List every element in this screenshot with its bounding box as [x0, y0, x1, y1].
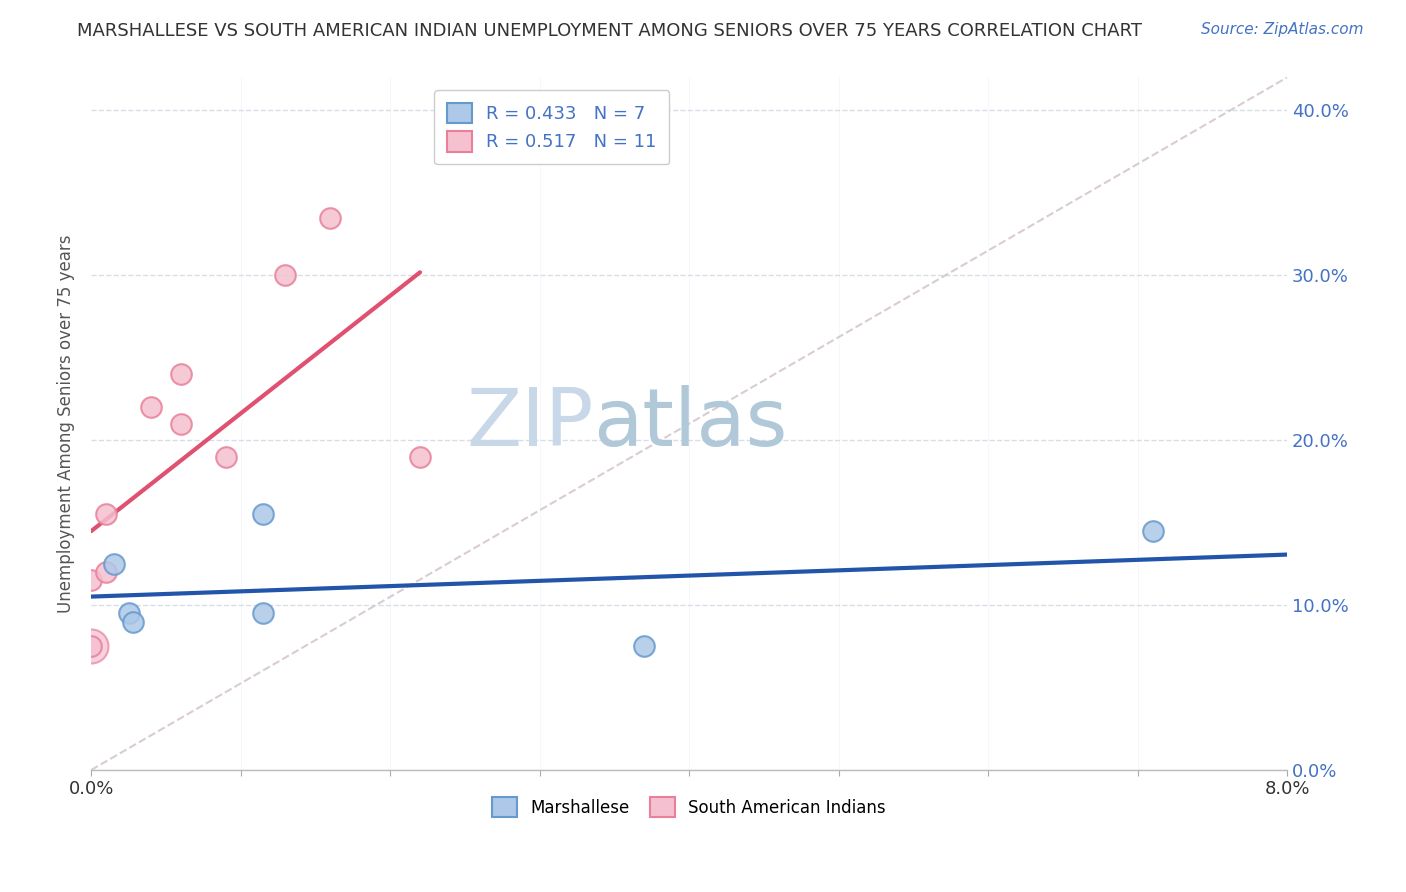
Point [94, 508, 117, 522]
Point [139, 401, 162, 415]
Point [215, 450, 238, 464]
Point [274, 268, 297, 283]
Point [117, 607, 139, 621]
Point [1142, 524, 1164, 538]
Point [170, 417, 193, 431]
Point [80, 640, 103, 654]
Text: Source: ZipAtlas.com: Source: ZipAtlas.com [1201, 22, 1364, 37]
Point [80, 574, 103, 588]
Point [252, 508, 274, 522]
Point [80, 640, 103, 654]
Text: ZIP: ZIP [465, 384, 593, 463]
Point [409, 450, 432, 464]
Point [170, 368, 193, 382]
Point [103, 557, 125, 571]
Text: atlas: atlas [593, 384, 787, 463]
Point [633, 640, 655, 654]
Legend: Marshallese, South American Indians: Marshallese, South American Indians [485, 790, 893, 824]
Y-axis label: Unemployment Among Seniors over 75 years: Unemployment Among Seniors over 75 years [58, 235, 75, 613]
Text: MARSHALLESE VS SOUTH AMERICAN INDIAN UNEMPLOYMENT AMONG SENIORS OVER 75 YEARS CO: MARSHALLESE VS SOUTH AMERICAN INDIAN UNE… [77, 22, 1142, 40]
Point [122, 615, 145, 629]
Point [252, 607, 274, 621]
Point [94, 565, 117, 579]
Point [319, 211, 342, 225]
